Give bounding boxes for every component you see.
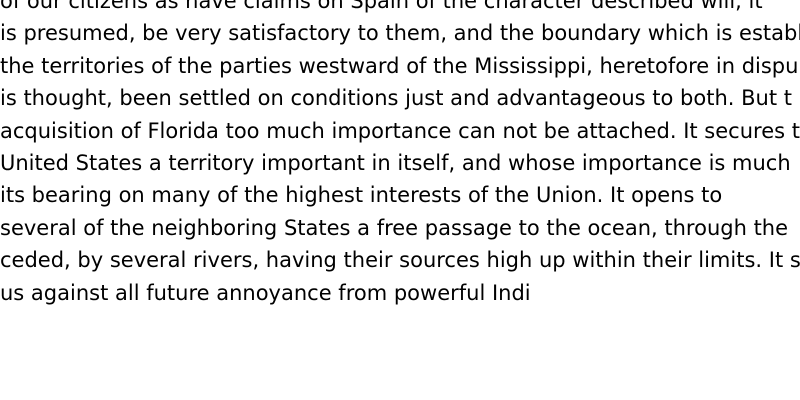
text-line: of our citizens as have claims on Spain … bbox=[0, 0, 763, 13]
text-line: ceded, by several rivers, having their s… bbox=[0, 248, 800, 273]
text-line: United States a territory important in i… bbox=[0, 150, 791, 175]
text-line: its bearing on many of the highest inter… bbox=[0, 183, 723, 208]
document-text: of our citizens as have claims on Spain … bbox=[0, 0, 800, 305]
text-line: acquisition of Florida too much importan… bbox=[0, 118, 800, 143]
text-line: is presumed, be very satisfactory to the… bbox=[0, 21, 800, 46]
text-line: is thought, been settled on conditions j… bbox=[0, 86, 792, 111]
text-line: several of the neighboring States a free… bbox=[0, 215, 789, 240]
text-line: the territories of the parties westward … bbox=[0, 53, 799, 78]
text-line: us against all future annoyance from pow… bbox=[0, 280, 531, 305]
